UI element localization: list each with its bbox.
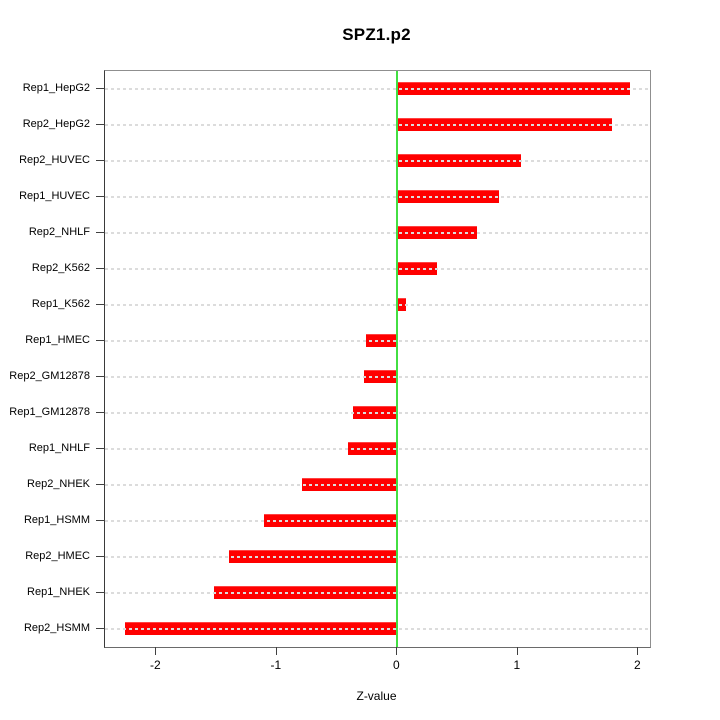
gridline bbox=[105, 592, 650, 594]
y-tick bbox=[96, 88, 105, 89]
gridline bbox=[105, 520, 650, 522]
category-row bbox=[105, 467, 650, 503]
category-label: Rep2_HMEC bbox=[25, 550, 90, 562]
category-label: Rep1_HSMM bbox=[23, 514, 90, 526]
category-row bbox=[105, 107, 650, 143]
category-row bbox=[105, 179, 650, 215]
y-tick bbox=[96, 304, 105, 305]
y-tick bbox=[96, 556, 105, 557]
y-tick bbox=[96, 340, 105, 341]
gridline bbox=[105, 340, 650, 342]
category-label: Rep2_NHLF bbox=[28, 226, 90, 238]
category-row bbox=[105, 215, 650, 251]
chart-title: SPZ1.p2 bbox=[342, 25, 411, 44]
gridline bbox=[105, 232, 650, 234]
x-tick-label: 1 bbox=[513, 658, 521, 672]
gridline bbox=[105, 196, 650, 198]
category-label: Rep1_NHEK bbox=[27, 586, 90, 598]
category-row bbox=[105, 431, 650, 467]
gridline bbox=[105, 628, 650, 630]
category-label: Rep1_GM12878 bbox=[9, 406, 90, 418]
gridline bbox=[105, 376, 650, 378]
plot-area bbox=[104, 70, 651, 648]
category-row bbox=[105, 323, 650, 359]
x-tick bbox=[275, 647, 277, 655]
y-tick bbox=[96, 376, 105, 377]
y-tick bbox=[96, 412, 105, 413]
category-row bbox=[105, 539, 650, 575]
x-tick bbox=[155, 647, 157, 655]
y-tick bbox=[96, 628, 105, 629]
y-tick bbox=[96, 268, 105, 269]
category-label: Rep2_HepG2 bbox=[22, 118, 90, 130]
gridline bbox=[105, 304, 650, 306]
x-tick-label: 2 bbox=[633, 658, 641, 672]
category-row bbox=[105, 575, 650, 611]
category-label: Rep1_HepG2 bbox=[22, 82, 90, 94]
x-tick-label: -1 bbox=[270, 658, 282, 672]
category-row bbox=[105, 359, 650, 395]
category-label: Rep2_NHEK bbox=[27, 478, 90, 490]
category-row bbox=[105, 251, 650, 287]
zero-reference-line bbox=[396, 71, 399, 647]
gridline bbox=[105, 448, 650, 450]
category-label: Rep1_HUVEC bbox=[19, 190, 90, 202]
gridline bbox=[105, 484, 650, 486]
y-tick bbox=[96, 592, 105, 593]
category-label: Rep1_NHLF bbox=[28, 442, 90, 454]
y-tick bbox=[96, 448, 105, 449]
category-label: Rep1_HMEC bbox=[25, 334, 90, 346]
y-tick bbox=[96, 484, 105, 485]
gridline bbox=[105, 412, 650, 414]
category-label: Rep2_HSMM bbox=[23, 622, 90, 634]
x-tick bbox=[516, 647, 518, 655]
x-tick bbox=[637, 647, 639, 655]
category-row bbox=[105, 143, 650, 179]
gridline bbox=[105, 88, 650, 90]
category-row bbox=[105, 503, 650, 539]
category-row bbox=[105, 395, 650, 431]
category-row bbox=[105, 71, 650, 107]
category-label: Rep2_HUVEC bbox=[19, 154, 90, 166]
gridline bbox=[105, 556, 650, 558]
category-label: Rep1_K562 bbox=[31, 298, 90, 310]
x-tick bbox=[396, 647, 398, 655]
y-tick bbox=[96, 160, 105, 161]
y-tick bbox=[96, 124, 105, 125]
y-tick bbox=[96, 196, 105, 197]
category-row bbox=[105, 611, 650, 647]
category-row bbox=[105, 287, 650, 323]
gridline bbox=[105, 268, 650, 270]
category-label: Rep2_K562 bbox=[31, 262, 90, 274]
category-label: Rep2_GM12878 bbox=[9, 370, 90, 382]
y-tick bbox=[96, 232, 105, 233]
y-tick bbox=[96, 520, 105, 521]
gridline bbox=[105, 124, 650, 126]
x-tick-label: -2 bbox=[150, 658, 161, 672]
gridline bbox=[105, 160, 650, 162]
x-tick-label: 0 bbox=[393, 658, 400, 672]
x-axis-title: Z-value bbox=[356, 689, 397, 703]
